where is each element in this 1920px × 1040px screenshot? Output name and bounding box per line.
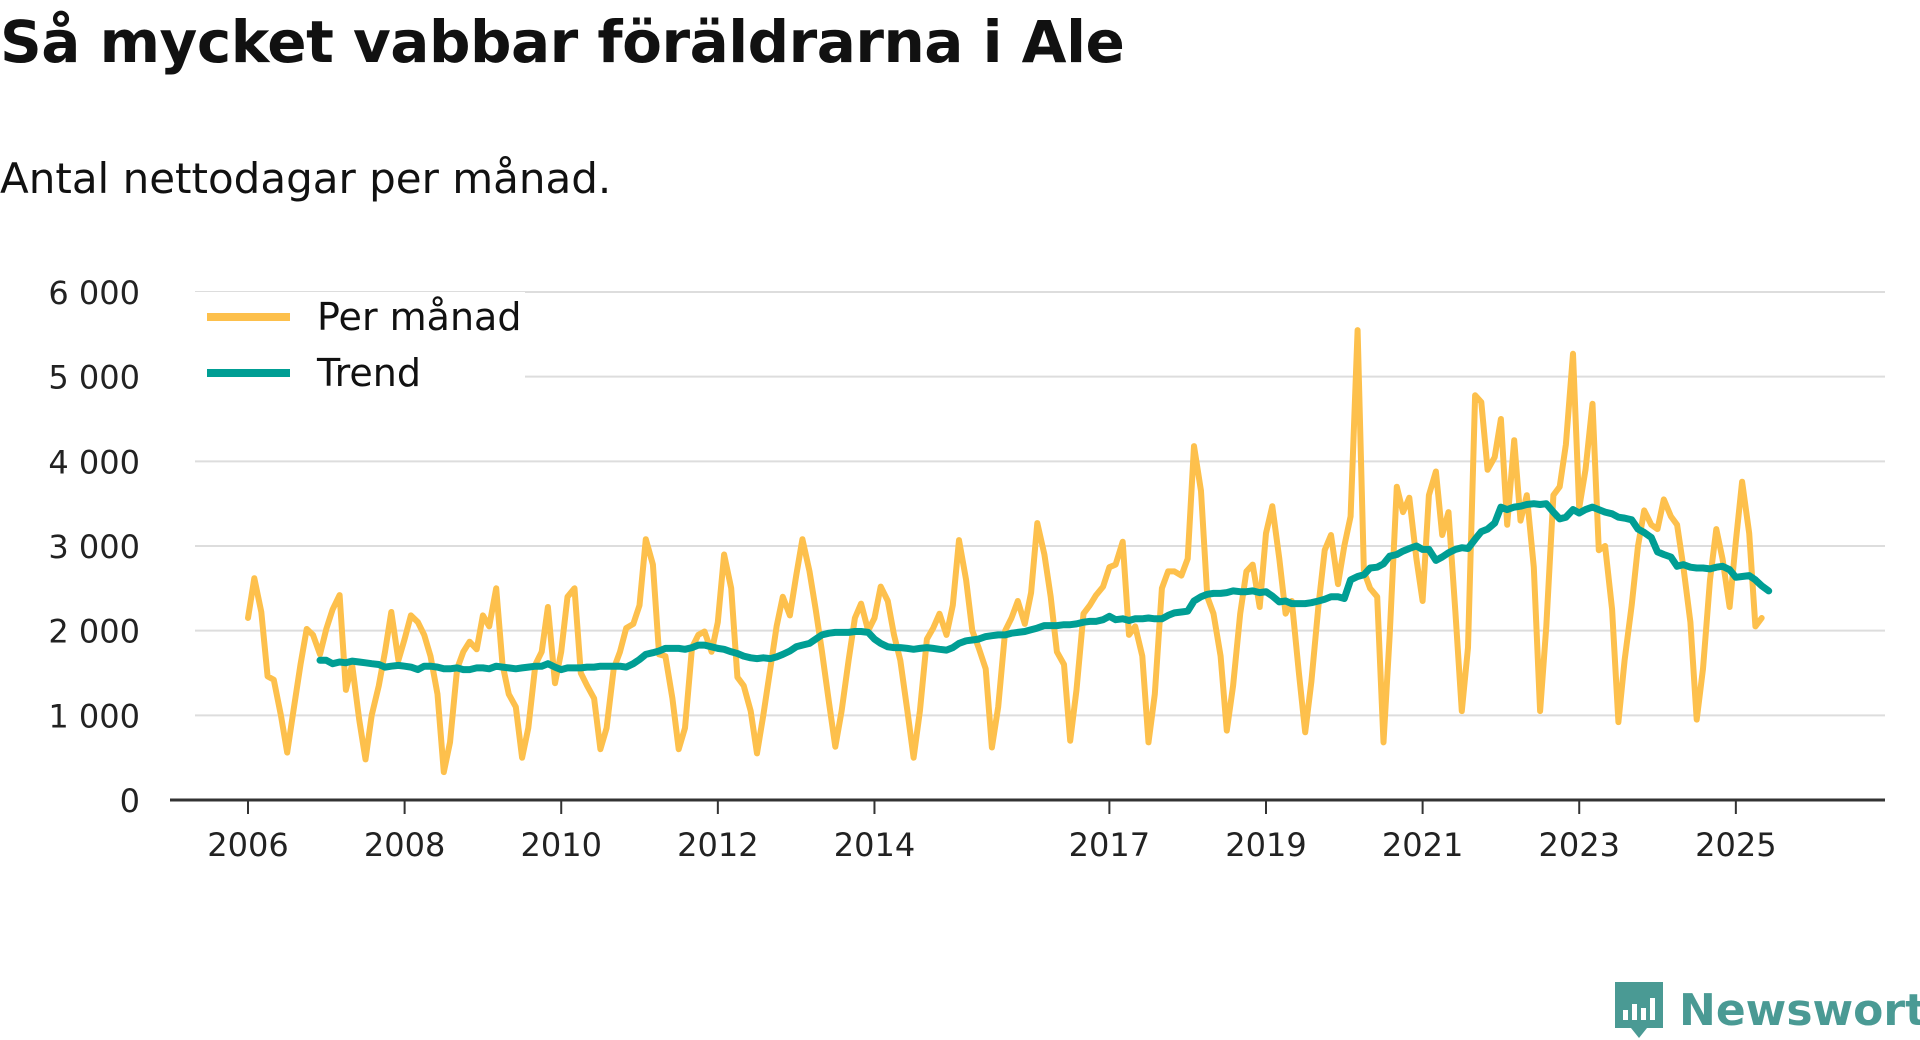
series-lines <box>245 327 1773 776</box>
x-tick-label: 2021 <box>1382 826 1463 864</box>
x-tick-label: 2012 <box>677 826 758 864</box>
newsworthy-logo-icon <box>1615 982 1663 1038</box>
y-axis-tick-labels: 0 1 000 2 000 3 000 4 000 5 000 6 000 <box>48 274 140 820</box>
y-tick-label: 4 000 <box>48 443 140 481</box>
series-line-per-manad <box>245 327 1765 776</box>
y-tick-label: 0 <box>120 782 140 820</box>
x-tick-label: 2023 <box>1539 826 1620 864</box>
page-title: Så mycket vabbar föräldrarna i Ale <box>0 8 1125 76</box>
legend-label-trend: Trend <box>316 351 421 395</box>
y-tick-label: 2 000 <box>48 613 140 651</box>
page-subtitle: Antal nettodagar per månad. <box>0 154 612 203</box>
brand-name: Newsworthy <box>1679 984 1920 1036</box>
x-tick-label: 2008 <box>364 826 445 864</box>
y-tick-label: 6 000 <box>48 274 140 312</box>
legend: Per månad Trend <box>195 292 525 395</box>
series-line-trend <box>316 500 1773 674</box>
y-tick-label: 3 000 <box>48 528 140 566</box>
brand-logo: Newsworthy <box>1613 980 1920 1040</box>
x-tick-label: 2006 <box>207 826 288 864</box>
y-tick-label: 5 000 <box>48 359 140 397</box>
x-tick-label: 2014 <box>834 826 915 864</box>
x-tick-label: 2025 <box>1695 826 1776 864</box>
x-tick-label: 2019 <box>1225 826 1306 864</box>
x-axis: 2006 2008 2010 2012 2014 2017 2019 2021 2023 2025 <box>170 798 1885 864</box>
x-tick-label: 2017 <box>1069 826 1150 864</box>
x-tick-label: 2010 <box>521 826 602 864</box>
y-tick-label: 1 000 <box>48 697 140 735</box>
legend-label-per-manad: Per månad <box>317 295 521 339</box>
